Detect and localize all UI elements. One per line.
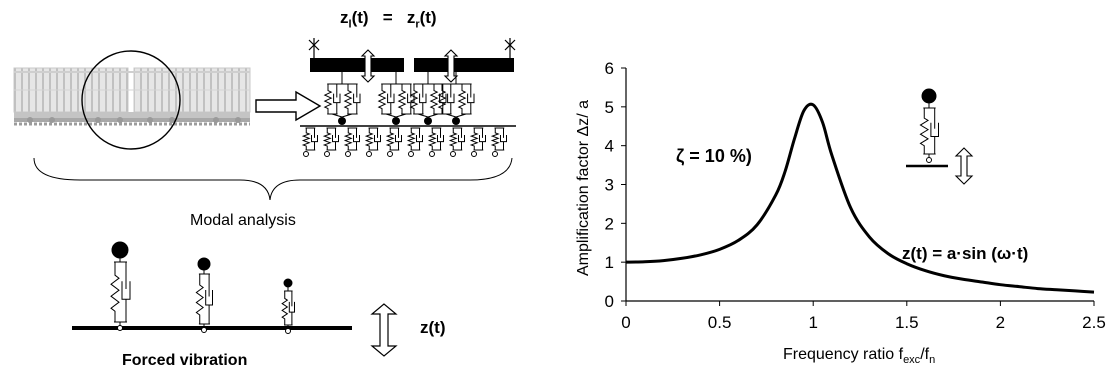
x-tick-label: 0.5 [708, 313, 732, 332]
zl-symbol: z [340, 8, 349, 27]
double-arrow-right-icon [443, 49, 459, 83]
chart-ylabel: Amplification factor Δz/ a [575, 99, 592, 277]
equals-sign: = [382, 8, 393, 27]
y-tick-label: 5 [605, 98, 614, 117]
xlabel-sub-n: n [929, 354, 936, 367]
inset-oscillator [906, 88, 974, 185]
focus-circle [81, 50, 181, 150]
zl-argument: (t) [351, 8, 369, 27]
inset-arrow-icon [954, 147, 974, 185]
y-tick-label: 2 [605, 214, 614, 233]
oscillator-models [110, 241, 295, 334]
excitation-equation-label: z(t) = a·sin (ω·t) [902, 244, 1029, 263]
y-tick-label: 6 [605, 59, 614, 78]
x-tick-label: 2.5 [1082, 313, 1106, 332]
modal-brace [33, 157, 513, 201]
xlabel-sub-exc: exc [903, 354, 921, 367]
modal-analysis-diagram [13, 38, 516, 357]
excitation-label: z(t) [420, 318, 446, 337]
zr-symbol: z [406, 8, 416, 27]
hollow-arrow-right-icon [255, 90, 322, 122]
x-tick-label: 1 [808, 313, 817, 332]
xlabel-main: Frequency ratio f [783, 346, 904, 363]
y-tick-label: 3 [605, 176, 614, 195]
x-tick-label: 1.5 [895, 313, 919, 332]
train-image [13, 67, 251, 126]
right-beam [414, 58, 514, 72]
modal-analysis-label: Modal analysis [190, 212, 296, 229]
chart-xlabel: Frequency ratio fexc/fn [783, 346, 935, 366]
fixed-end-icon [308, 38, 516, 58]
zr-subscript: r [415, 18, 420, 31]
excitation-arrow-icon [370, 303, 398, 357]
y-tick-label: 0 [605, 292, 614, 311]
coupling-equation: zl(t) = zr(t) [340, 8, 437, 30]
x-tick-label: 0 [621, 313, 630, 332]
suspension-units [323, 72, 475, 118]
damping-label: ζ = 10 %) [676, 146, 752, 166]
ground-supports [301, 127, 507, 157]
mass-dots [338, 117, 460, 125]
left-beam [310, 58, 404, 72]
zr-argument: (t) [419, 8, 437, 27]
xlabel-mid: /f [920, 346, 930, 363]
y-tick-label: 1 [605, 253, 614, 272]
y-tick-label: 4 [605, 137, 614, 156]
x-tick-label: 2 [996, 313, 1005, 332]
zl-subscript: l [348, 18, 352, 31]
double-arrow-left-icon [360, 49, 376, 83]
forced-vibration-label: Forced vibration [122, 352, 248, 369]
